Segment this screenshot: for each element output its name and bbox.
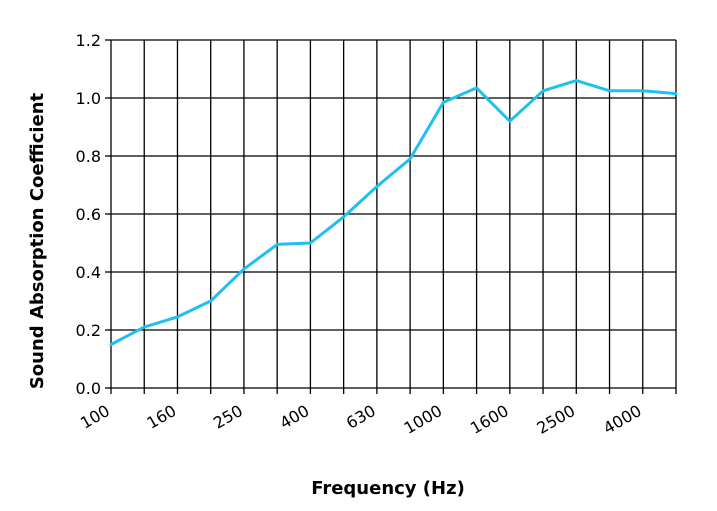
y-tick-label: 0.6 [76,205,101,224]
y-axis-title: Sound Absorption Coefficient [27,92,48,389]
y-tick-label: 0.0 [76,379,101,398]
x-tick-label: 100 [77,401,113,433]
series-layer [109,79,678,346]
x-tick-label: 2500 [534,401,579,438]
y-tick-label: 0.2 [76,321,101,340]
x-tick-label: 630 [343,401,379,433]
axes [105,39,677,394]
y-tick-label: 1.0 [76,89,101,108]
series-line [109,79,678,346]
y-tick-label: 1.2 [76,31,101,50]
grid [110,39,677,389]
x-tick-label: 4000 [600,401,645,438]
x-tick-label: 1600 [467,401,512,438]
x-tick-label: 160 [144,401,180,433]
tick-labels: 0.0 0.2 0.4 0.6 0.8 1.0 1.2 100 160 250 400 630 1000… [76,31,645,438]
y-tick-label: 0.4 [76,263,101,282]
x-tick-label: 400 [276,401,312,433]
x-axis-title: Frequency (Hz) [311,478,465,499]
x-tick-label: 250 [210,401,246,433]
x-tick-label: 1000 [401,401,446,438]
y-tick-label: 0.8 [76,147,101,166]
